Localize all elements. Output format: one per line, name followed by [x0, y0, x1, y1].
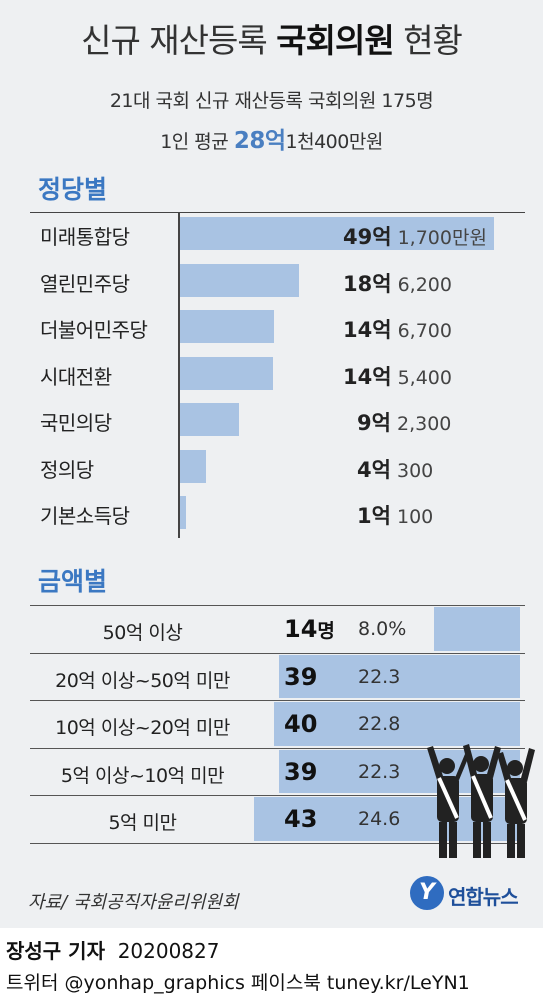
party-value-rest: 5,400 — [391, 366, 452, 389]
amount-row-divider — [30, 700, 525, 701]
party-bar — [180, 217, 494, 250]
amount-count: 40 — [284, 710, 317, 738]
amount-percent: 8.0% — [358, 618, 407, 640]
average-prefix: 1인 평균 — [160, 131, 229, 153]
party-value-eok: 14억 — [343, 318, 392, 342]
party-value-label: 49억 1,700만원 — [343, 221, 487, 251]
social-footer: 트위터 @yonhap_graphics 페이스북 tuney.kr/LeYN1 — [6, 972, 470, 994]
party-label: 미래통합당 — [40, 225, 130, 249]
amount-count-number: 39 — [284, 662, 318, 691]
amount-row-divider — [30, 747, 525, 749]
reporter-name: 장성구 기자 — [6, 939, 105, 963]
party-bar — [180, 403, 239, 436]
amount-count: 43 — [284, 805, 317, 833]
amount-bar — [279, 654, 520, 698]
amount-bar — [274, 702, 520, 746]
source-note: 자료/ 국회공직자윤리위원회 — [28, 892, 239, 913]
party-value-rest: 2,300 — [390, 413, 452, 435]
amount-percent: 22.3 — [358, 760, 401, 783]
party-value-rest: 6,200 — [391, 273, 452, 296]
party-label: 기본소득당 — [40, 504, 130, 528]
amount-label: 10억 이상~20억 미만 — [55, 717, 230, 739]
party-label: 정의당 — [40, 457, 94, 482]
party-label: 열린민주당 — [40, 271, 130, 296]
amount-label: 50억 이상 — [102, 622, 183, 644]
party-value-label: 14억 5,400 — [343, 361, 452, 391]
amount-count: 39 — [284, 758, 317, 786]
party-value-label: 18억 6,200 — [343, 268, 452, 298]
amount-count-number: 40 — [284, 710, 318, 738]
party-bar — [180, 310, 274, 343]
party-bar — [180, 449, 206, 483]
amount-row-divider — [30, 842, 525, 844]
party-axis-line — [178, 212, 180, 538]
party-value-label: 1억 100 — [357, 500, 433, 530]
party-value-eok: 18억 — [343, 271, 392, 296]
party-value-label: 9억 2,300 — [357, 407, 451, 437]
amount-percent: 24.6 — [358, 808, 401, 830]
amount-row-divider — [30, 605, 525, 606]
party-top-line — [30, 212, 525, 213]
amount-count-number: 43 — [284, 805, 318, 833]
amount-percent: 22.8 — [358, 713, 401, 735]
amount-percent: 22.3 — [358, 665, 401, 688]
amount-row-divider — [30, 652, 525, 654]
party-bar — [180, 496, 186, 529]
amount-section-label: 금액별 — [38, 567, 108, 596]
amount-count-number: 39 — [284, 757, 318, 786]
party-value-label: 14억 6,700 — [343, 314, 452, 344]
party-value-label: 4억 300 — [357, 454, 433, 484]
title-bold: 국회의원 — [276, 21, 394, 60]
title-suffix: 현황 — [403, 21, 463, 60]
party-bar — [180, 263, 299, 297]
amount-label: 5억 미만 — [108, 812, 177, 834]
party-label: 시대전환 — [40, 364, 112, 389]
party-value-rest: 300 — [390, 459, 434, 482]
party-value-eok: 9억 — [357, 411, 391, 435]
party-label: 더불어민주당 — [40, 318, 148, 342]
politicians-illustration — [427, 744, 535, 858]
amount-row-divider — [30, 795, 525, 796]
party-value-eok: 4억 — [357, 457, 391, 482]
title-prefix: 신규 재산등록 — [81, 21, 268, 60]
subtitle: 21대 국회 신규 재산등록 국회의원 175명 — [109, 90, 434, 112]
average-line: 1인 평균 28억1천400만원 — [0, 121, 543, 155]
party-value-eok: 1억 — [357, 504, 391, 528]
byline: 장성구 기자 20200827 — [6, 935, 219, 964]
yonhap-logo-icon: Y — [410, 876, 444, 910]
average-suffix: 1천400만원 — [285, 131, 384, 153]
amount-label: 5억 이상~10억 미만 — [60, 764, 225, 787]
publish-date: 20200827 — [117, 939, 220, 963]
party-value-eok: 14억 — [343, 364, 392, 389]
yonhap-logo: Y 연합뉴스 — [410, 874, 535, 914]
party-value-rest: 1,700만원 — [391, 227, 487, 249]
amount-count-number: 14 — [284, 615, 318, 643]
party-value-rest: 6,700 — [391, 320, 452, 342]
party-label: 국민의당 — [40, 411, 112, 435]
party-value-rest: 100 — [390, 506, 434, 528]
party-value-eok: 49억 — [343, 225, 392, 249]
average-big: 28억 — [233, 128, 286, 154]
amount-count: 39 — [284, 663, 317, 691]
party-section-label: 정당별 — [38, 175, 108, 204]
amount-label: 20억 이상~50억 미만 — [55, 669, 230, 692]
party-bar — [180, 356, 273, 390]
amount-count-unit: 명 — [317, 620, 335, 642]
yonhap-logo-text: 연합뉴스 — [448, 885, 519, 909]
amount-count: 14명 — [284, 615, 335, 643]
page-title: 신규 재산등록 국회의원 현황 — [0, 14, 543, 62]
amount-bar — [434, 607, 520, 651]
